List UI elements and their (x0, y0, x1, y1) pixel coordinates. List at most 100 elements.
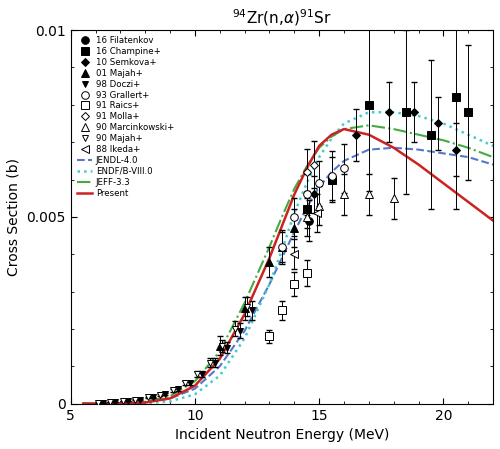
ENDF/B-VIII.0 (142, 401, 148, 406)
93 Grallert+ (292, 214, 298, 220)
JEFF-3.3 (217, 348, 223, 354)
90 Majah+ (108, 399, 114, 405)
ENDF/B-VIII.0 (192, 392, 198, 397)
Present (292, 192, 298, 197)
Line: 90 Majah+: 90 Majah+ (95, 304, 250, 406)
90 Majah+ (220, 343, 226, 348)
JEFF-3.3 (366, 123, 372, 128)
X-axis label: Incident Neutron Energy (MeV): Incident Neutron Energy (MeV) (174, 428, 389, 442)
Present (390, 145, 396, 150)
Present (217, 356, 223, 361)
JENDL-4.0 (242, 328, 248, 334)
JENDL-4.0 (279, 255, 285, 261)
ENDF/B-VIII.0 (328, 136, 334, 141)
91 Raics+ (279, 308, 285, 313)
91 Raics+ (292, 282, 298, 287)
90 Majah+ (144, 395, 150, 400)
93 Grallert+ (341, 166, 347, 171)
90 Marcinkowski+ (390, 195, 396, 201)
JENDL-4.0 (416, 147, 422, 152)
Present (242, 311, 248, 317)
Present (118, 401, 124, 406)
JENDL-4.0 (490, 162, 496, 167)
16 Champine+ (465, 110, 471, 115)
98 Doczi+ (150, 395, 156, 400)
JEFF-3.3 (167, 393, 173, 399)
JEFF-3.3 (304, 164, 310, 169)
JENDL-4.0 (328, 169, 334, 175)
JEFF-3.3 (416, 132, 422, 137)
16 Champine+ (403, 110, 409, 115)
10 Semkova+ (453, 147, 459, 152)
10 Semkova+ (386, 110, 392, 115)
ENDF/B-VIII.0 (440, 121, 446, 126)
10 Semkova+ (410, 110, 416, 115)
90 Majah+ (244, 304, 250, 309)
JEFF-3.3 (341, 126, 347, 132)
01 Majah+ (266, 259, 272, 264)
JENDL-4.0 (465, 154, 471, 160)
ENDF/B-VIII.0 (217, 373, 223, 379)
JENDL-4.0 (92, 401, 98, 406)
JEFF-3.3 (266, 244, 272, 250)
JEFF-3.3 (279, 214, 285, 220)
JEFF-3.3 (440, 137, 446, 143)
10 Semkova+ (354, 132, 360, 137)
JENDL-4.0 (341, 158, 347, 163)
JEFF-3.3 (316, 145, 322, 150)
Line: 98 Doczi+: 98 Doczi+ (100, 307, 255, 406)
JENDL-4.0 (118, 401, 124, 406)
JEFF-3.3 (465, 145, 471, 150)
98 Doczi+ (138, 397, 143, 402)
ENDF/B-VIII.0 (465, 132, 471, 137)
JENDL-4.0 (142, 400, 148, 405)
ENDF/B-VIII.0 (242, 335, 248, 341)
16 Champine+ (453, 95, 459, 100)
Line: ENDF/B-VIII.0: ENDF/B-VIII.0 (83, 112, 493, 404)
01 Majah+ (292, 225, 298, 231)
90 Majah+ (232, 326, 237, 332)
Present (490, 218, 496, 223)
Line: JEFF-3.3: JEFF-3.3 (83, 125, 493, 404)
Present (192, 383, 198, 388)
JEFF-3.3 (92, 401, 98, 406)
Present (440, 180, 446, 186)
98 Doczi+ (200, 371, 205, 376)
ENDF/B-VIII.0 (316, 154, 322, 160)
90 Marcinkowski+ (366, 192, 372, 197)
88 Ikeda+ (314, 211, 320, 216)
16 Champine+ (366, 102, 372, 107)
Present (328, 132, 334, 137)
Line: 01 Majah+: 01 Majah+ (216, 224, 298, 350)
91 Molla+ (304, 169, 310, 175)
Present (80, 401, 86, 406)
JENDL-4.0 (304, 205, 310, 210)
98 Doczi+ (162, 392, 168, 397)
90 Majah+ (207, 360, 213, 365)
JENDL-4.0 (192, 386, 198, 392)
98 Doczi+ (224, 345, 230, 350)
Title: $^{94}$Zr(n,$\alpha$)$^{91}$Sr: $^{94}$Zr(n,$\alpha$)$^{91}$Sr (232, 7, 332, 28)
ENDF/B-VIII.0 (490, 143, 496, 149)
ENDF/B-VIII.0 (92, 401, 98, 406)
JENDL-4.0 (266, 282, 272, 287)
90 Majah+ (95, 400, 101, 405)
JEFF-3.3 (390, 126, 396, 132)
Present (279, 224, 285, 229)
ENDF/B-VIII.0 (304, 180, 310, 186)
90 Marcinkowski+ (341, 192, 347, 197)
Line: 88 Ikeda+: 88 Ikeda+ (290, 209, 320, 258)
10 Semkova+ (311, 192, 317, 197)
JEFF-3.3 (118, 401, 124, 406)
JEFF-3.3 (80, 401, 86, 406)
JEFF-3.3 (490, 154, 496, 160)
90 Marcinkowski+ (304, 214, 310, 220)
Present (366, 132, 372, 137)
01 Majah+ (242, 306, 248, 311)
Line: 93 Grallert+: 93 Grallert+ (278, 164, 348, 251)
JENDL-4.0 (366, 147, 372, 152)
JEFF-3.3 (142, 399, 148, 405)
Present (465, 199, 471, 205)
JENDL-4.0 (316, 184, 322, 189)
88 Ikeda+ (292, 251, 298, 257)
